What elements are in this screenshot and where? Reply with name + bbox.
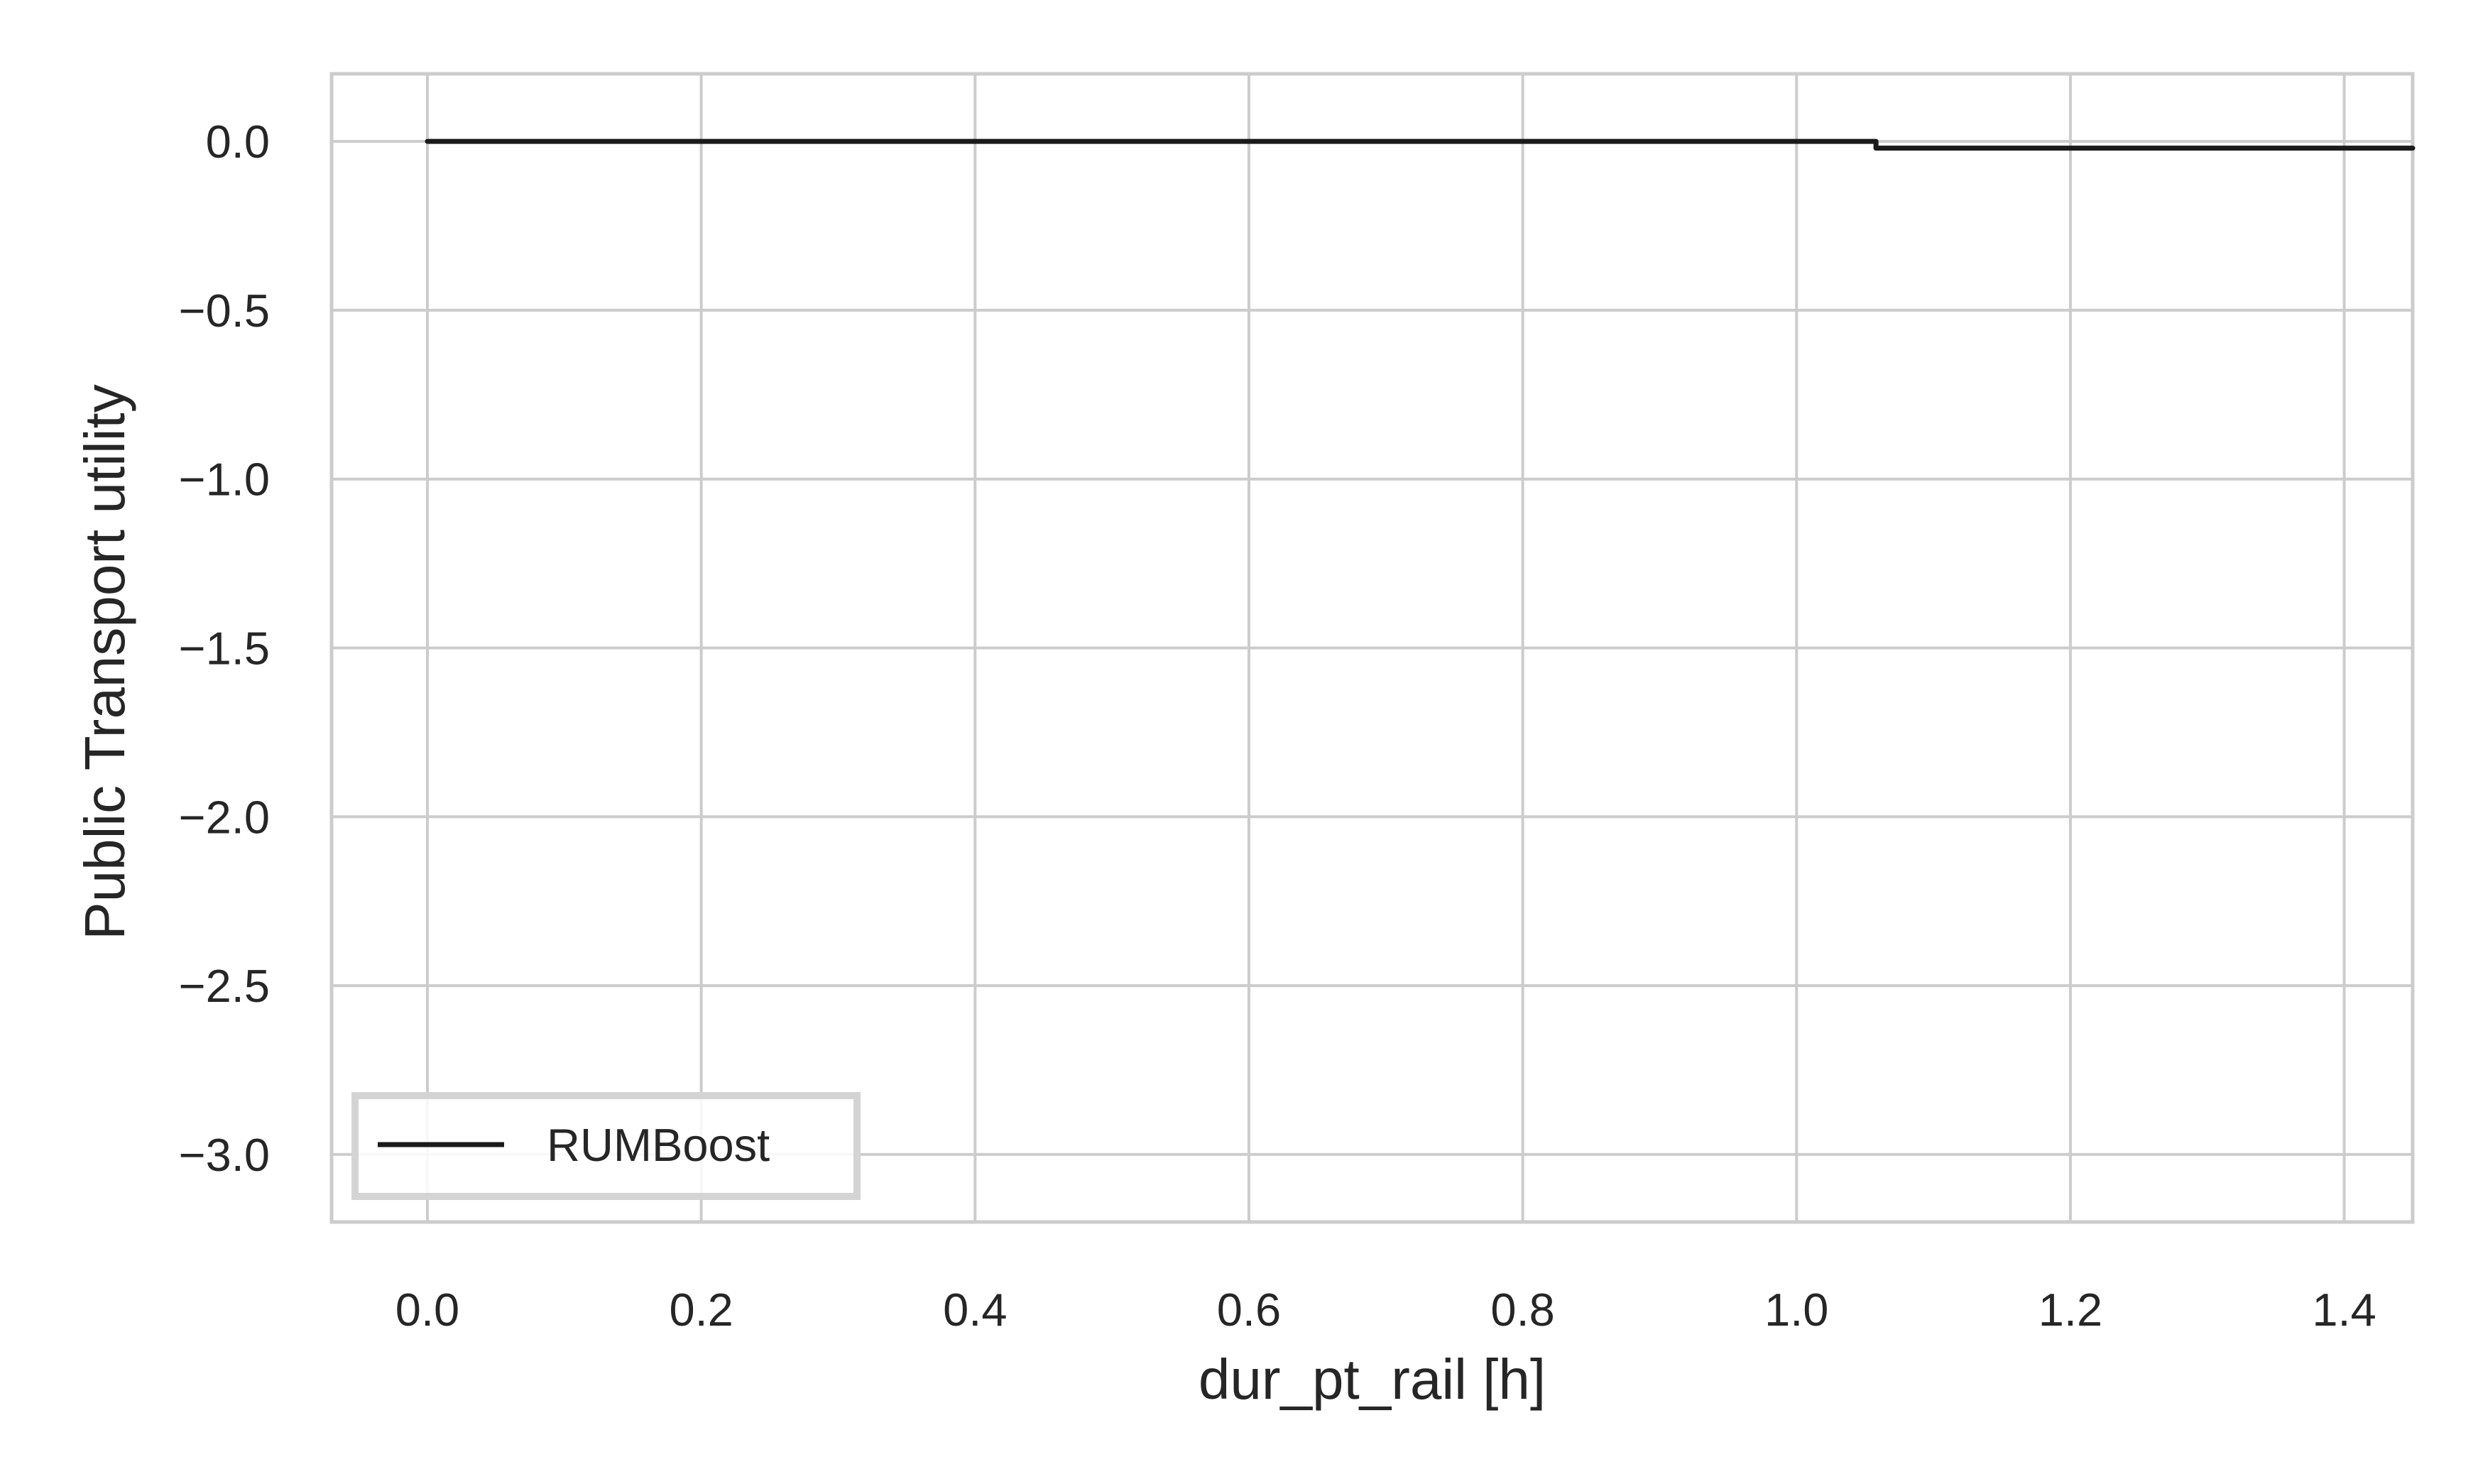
series-line-rumboost [425, 138, 2416, 151]
x-axis-ticks: 0.0 0.2 0.4 0.6 0.8 1.0 1.2 1.4 [395, 1284, 2376, 1336]
grid [332, 74, 2413, 1222]
legend: RUMBoost [351, 1092, 861, 1200]
x-tick-label-7: 1.4 [2312, 1284, 2376, 1336]
x-tick-label-5: 1.0 [1764, 1284, 1828, 1336]
y-axis-ticks: 0.0 −0.5 −1.0 −1.5 −2.0 −2.5 −3.0 [179, 116, 270, 1181]
y-axis-label: Public Transport utility [73, 384, 136, 940]
y-tick-label-2: −1.0 [179, 454, 270, 506]
x-tick-label-3: 0.6 [1217, 1284, 1281, 1336]
x-tick-label-1: 0.2 [669, 1284, 733, 1336]
x-tick-label-6: 1.2 [2038, 1284, 2102, 1336]
y-tick-label-5: −2.5 [179, 960, 270, 1012]
y-tick-label-3: −1.5 [179, 623, 270, 675]
legend-label-rumboost: RUMBoost [547, 1119, 770, 1171]
y-tick-label-4: −2.0 [179, 791, 270, 843]
y-tick-label-6: −3.0 [179, 1129, 270, 1181]
x-axis-label: dur_pt_rail [h] [1199, 1348, 1546, 1411]
x-tick-label-4: 0.8 [1490, 1284, 1554, 1336]
x-tick-label-0: 0.0 [395, 1284, 459, 1336]
x-tick-label-2: 0.4 [943, 1284, 1007, 1336]
y-tick-label-1: −0.5 [179, 285, 270, 337]
y-tick-label-0: 0.0 [206, 116, 270, 168]
plot-frame [329, 72, 2415, 1224]
series-layer [425, 138, 2416, 151]
